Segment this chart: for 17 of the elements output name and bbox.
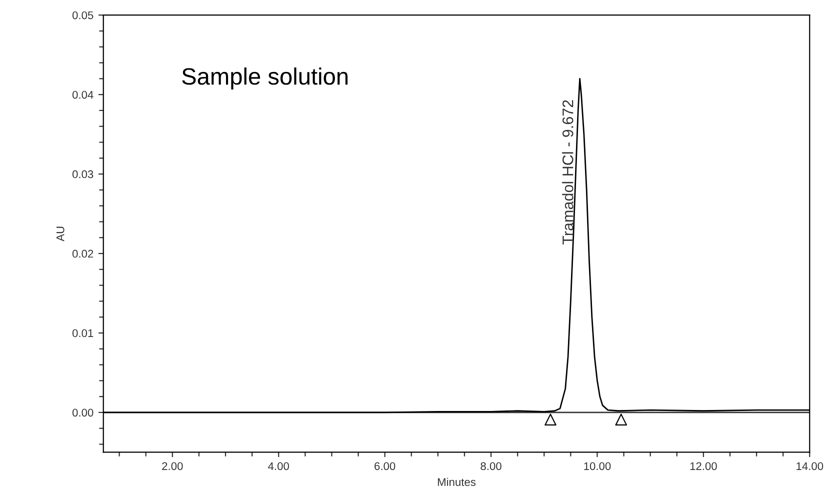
y-tick-label: 0.00	[72, 408, 94, 417]
y-tick-label: 0.03	[72, 170, 94, 178]
y-tick-label: 0.02	[72, 250, 94, 258]
x-tick-label: 8.00	[480, 462, 502, 470]
annotation: Sample solution	[182, 67, 348, 90]
x-tick-label: 6.00	[374, 462, 396, 470]
annotation: Tramadol HCl - 9.672	[562, 100, 574, 245]
y-tick-label: 0.04	[72, 90, 94, 99]
x-tick-label: 12.00	[690, 462, 717, 470]
x-tick-label: 14.00	[796, 462, 824, 470]
x-axis-title: Minutes	[438, 478, 476, 486]
x-tick-label: 4.00	[268, 462, 289, 470]
x-tick-label: 2.00	[162, 462, 183, 470]
y-tick-label: 0.01	[72, 329, 94, 338]
y-axis-title: AU	[56, 226, 64, 242]
x-tick-label: 10.00	[584, 462, 611, 470]
y-tick-label: 0.05	[72, 11, 94, 20]
